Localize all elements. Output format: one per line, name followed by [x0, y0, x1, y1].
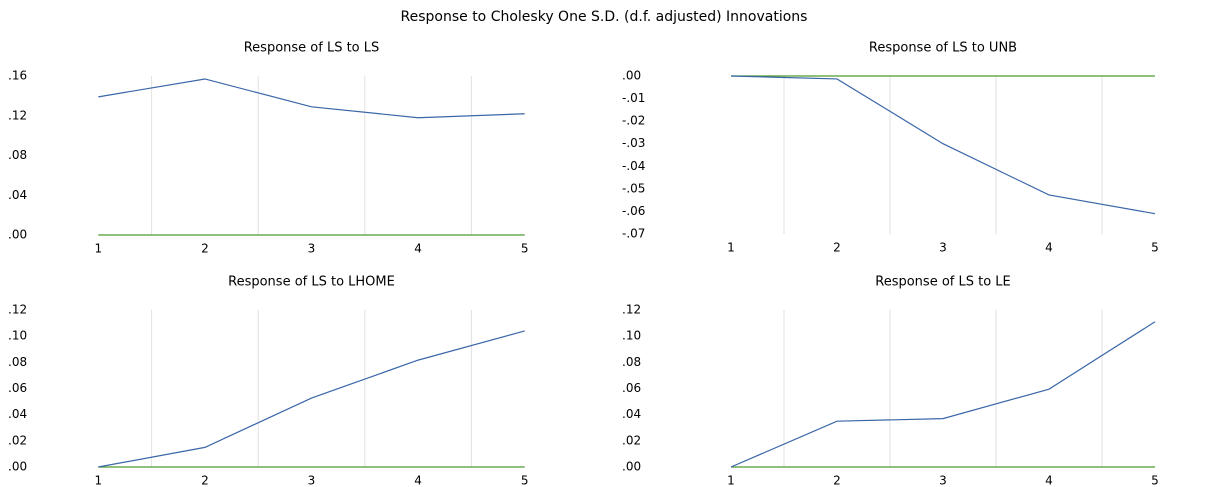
y-tick-label: .08: [622, 355, 641, 369]
x-tick-label: 4: [414, 242, 422, 256]
x-tick-label: 2: [201, 474, 209, 487]
y-tick-label: .12: [622, 303, 641, 317]
y-tick-label: .06: [622, 381, 641, 395]
y-tick-label: .02: [8, 433, 27, 447]
y-tick-label: .16: [8, 69, 27, 83]
x-tick-label: 3: [308, 242, 316, 256]
x-tick-label: 5: [1151, 241, 1159, 255]
x-tick-label: 1: [727, 474, 735, 487]
y-tick-label: -.01: [622, 91, 645, 105]
subplot-title: Response of LS to LS: [244, 41, 380, 56]
x-tick-label: 1: [94, 474, 102, 487]
y-tick-label: .04: [8, 407, 27, 421]
subplot-title: Response of LS to LHOME: [228, 275, 395, 290]
response-line: [98, 331, 524, 467]
y-tick-label: .06: [8, 381, 27, 395]
chart: Response to Cholesky One S.D. (d.f. adju…: [0, 0, 1208, 487]
y-tick-label: .04: [8, 188, 27, 202]
response-line: [731, 322, 1155, 467]
y-tick-label: .04: [622, 407, 641, 421]
x-tick-label: 1: [94, 242, 102, 256]
x-tick-label: 3: [939, 241, 947, 255]
y-tick-label: .00: [8, 460, 27, 474]
x-tick-label: 5: [1151, 474, 1159, 487]
y-tick-label: -.06: [622, 204, 645, 218]
y-tick-label: .02: [622, 433, 641, 447]
y-tick-label: .08: [8, 148, 27, 162]
y-tick-label: -.03: [622, 136, 645, 150]
x-tick-label: 3: [308, 474, 316, 487]
response-line: [731, 76, 1155, 214]
x-tick-label: 2: [833, 241, 841, 255]
x-tick-label: 5: [521, 242, 529, 256]
y-tick-label: -.02: [622, 114, 645, 128]
x-tick-label: 5: [521, 474, 529, 487]
y-tick-label: .00: [622, 460, 641, 474]
y-tick-label: -.05: [622, 181, 645, 195]
x-tick-label: 2: [201, 242, 209, 256]
y-tick-label: .12: [8, 108, 27, 122]
y-tick-label: .00: [622, 69, 641, 83]
x-tick-label: 4: [1045, 474, 1053, 487]
subplot-title: Response of LS to LE: [875, 275, 1011, 290]
y-tick-label: -.07: [622, 227, 645, 241]
subplot-title: Response of LS to UNB: [869, 41, 1017, 56]
y-tick-label: .10: [8, 329, 27, 343]
y-tick-label: .12: [8, 303, 27, 317]
x-tick-label: 2: [833, 474, 841, 487]
response-line: [98, 79, 524, 118]
x-tick-label: 4: [414, 474, 422, 487]
chart-title: Response to Cholesky One S.D. (d.f. adju…: [401, 9, 808, 25]
y-tick-label: -.04: [622, 159, 645, 173]
x-tick-label: 1: [727, 241, 735, 255]
x-tick-label: 3: [939, 474, 947, 487]
y-tick-label: .00: [8, 228, 27, 242]
y-tick-label: .10: [622, 329, 641, 343]
x-tick-label: 4: [1045, 241, 1053, 255]
y-tick-label: .08: [8, 355, 27, 369]
